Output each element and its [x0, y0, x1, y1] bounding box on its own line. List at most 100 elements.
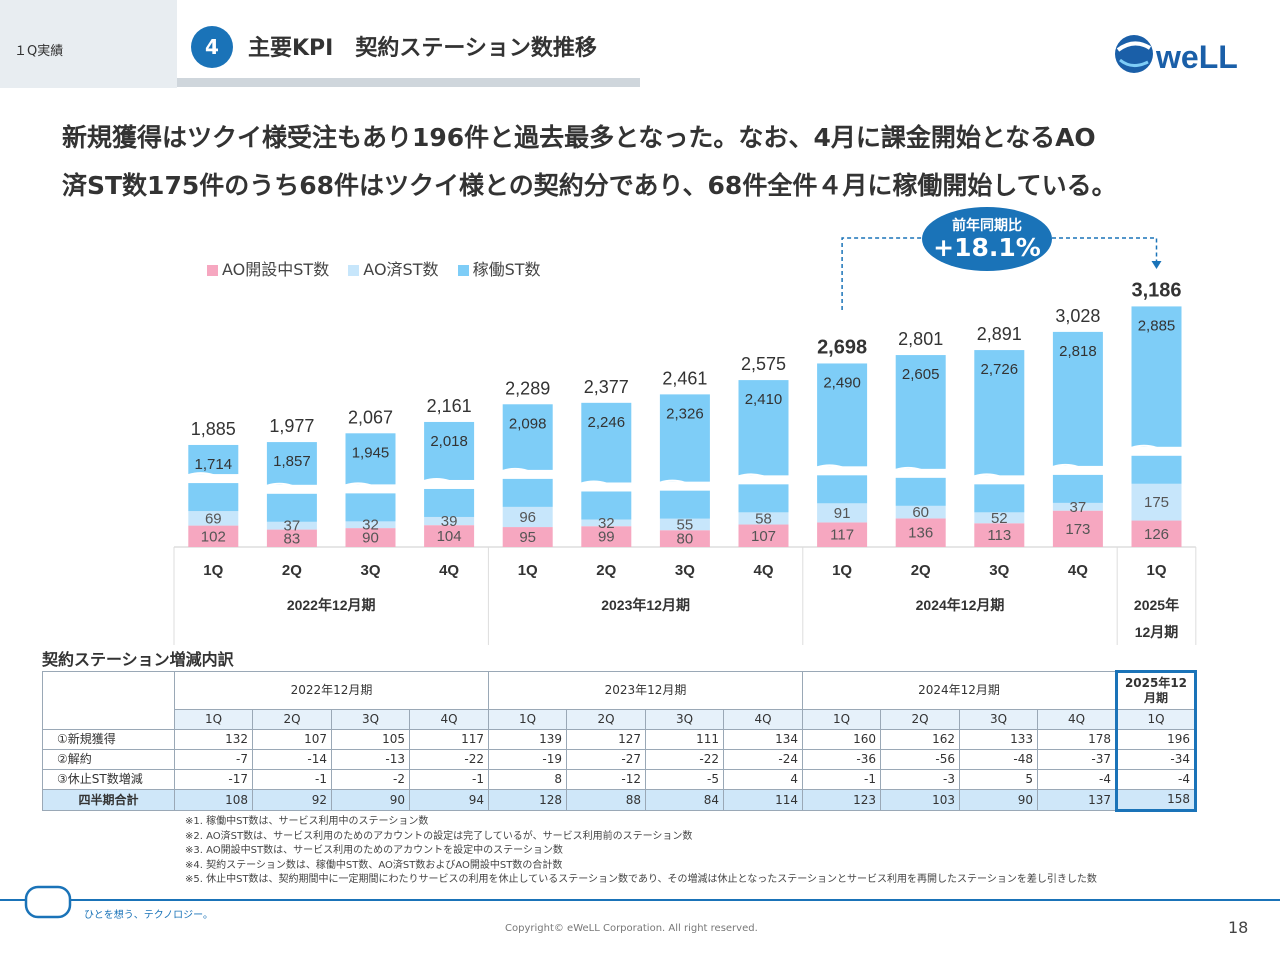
headline-line-2: 済ST数175件のうち68件はツクイ様との契約分であり、68件全件４月に稼働開始…	[62, 171, 1117, 200]
data-label-ao-done: 52	[991, 510, 1008, 527]
data-label-total: 3,028	[1055, 306, 1100, 326]
data-label-active: 2,326	[666, 405, 704, 422]
table-quarter-header: 1Q	[1115, 709, 1197, 730]
data-label-active: 2,726	[981, 361, 1019, 378]
bar-ao-setup	[1131, 520, 1182, 547]
page-number: 18	[1228, 918, 1249, 937]
table-cell: -13	[331, 749, 410, 770]
bar-ao-done	[345, 521, 396, 529]
table-quarter-header: 1Q	[802, 709, 881, 730]
table-cell: -19	[488, 749, 567, 770]
table-total-cell: 103	[880, 789, 960, 811]
legend-swatch-active	[457, 265, 469, 276]
data-label-ao-done: 96	[519, 509, 536, 526]
legend-label-ao-done: AO済ST数	[363, 260, 439, 279]
station-change-table: 2022年12月期 2023年12月期 2024年12月期 2025年12月期 1Q 2Q…	[42, 670, 1197, 812]
legend-swatch-ao-setup	[207, 265, 218, 276]
data-label-ao-done: 37	[284, 518, 301, 535]
bar-ao-done	[188, 511, 239, 526]
footnotes: ※1. 稼働中ST数は、サービス利用中のステーション数 ※2. AO済ST数は、サ…	[185, 815, 1097, 888]
data-label-active: 2,246	[588, 414, 626, 431]
table-row-label: ①新規獲得	[42, 729, 175, 750]
headline-line-1: 新規獲得はツクイ様受注もあり196件と過去最多となった。なお、4月に課金開始とな…	[62, 123, 1096, 152]
table-cell: 134	[723, 729, 803, 750]
logo-wordmark: weLL	[1155, 39, 1238, 75]
yoy-label: 前年同期比	[952, 218, 1022, 234]
yoy-connector-right	[1052, 237, 1158, 262]
bar-ao-done	[817, 503, 868, 523]
table-cell: -56	[880, 749, 960, 770]
table-cell: 5	[959, 769, 1038, 790]
table-total-cell: 92	[252, 789, 332, 811]
table-row: ③休止ST数増減 -17 -1 -2 -1 8 -12 -5 4 -1 -3 5 -4 -4	[42, 769, 1197, 790]
ewell-logo: weLL	[1115, 35, 1238, 75]
bar-ao-done	[659, 518, 710, 531]
bar-active-lower	[345, 493, 396, 522]
table-quarter-header: 4Q	[723, 709, 803, 730]
data-label-ao-setup: 95	[519, 529, 536, 546]
data-label-total: 2,801	[898, 329, 943, 349]
bar-active-upper	[895, 355, 946, 469]
yoy-value: +18.1%	[933, 233, 1041, 262]
data-label-ao-done: 37	[1070, 499, 1087, 516]
footnote: ※2. AO済ST数は、サービス利用のためのアカウントの設定は完了しているが、サ…	[185, 830, 693, 842]
table-cell: -4	[1037, 769, 1117, 790]
table-total-cell: 108	[174, 789, 253, 811]
data-label-active: 1,945	[352, 444, 390, 461]
bar-active-lower	[659, 490, 710, 519]
table-cell: 117	[409, 729, 489, 750]
x-tick-label: 3Q	[989, 562, 1009, 579]
data-label-active: 2,885	[1138, 317, 1176, 334]
x-tick-label: 1Q	[1146, 562, 1166, 579]
table-cell: -14	[252, 749, 332, 770]
table-cell: -12	[566, 769, 646, 790]
bar-active-upper	[502, 404, 553, 470]
data-label-ao-done: 55	[677, 516, 694, 533]
table-cell: -17	[174, 769, 253, 790]
bar-ao-done	[895, 505, 946, 519]
table-total-cell: 137	[1037, 789, 1117, 811]
axis-break-mark	[973, 473, 1025, 480]
bar-ao-setup	[502, 527, 553, 547]
table-quarter-header: 3Q	[645, 709, 724, 730]
data-label-ao-setup: 80	[677, 531, 694, 548]
table-cell: -22	[645, 749, 724, 770]
legend-item-ao-done: AO済ST数	[348, 256, 439, 280]
x-tick-label: 4Q	[1068, 562, 1088, 579]
footnote: ※5. 休止中ST数は、契約期間中に一定期間にわたりサービスの利用を休止している…	[185, 874, 1097, 885]
axis-break-mark	[423, 477, 475, 484]
data-label-ao-setup: 107	[751, 528, 776, 545]
table-cell: -27	[566, 749, 646, 770]
bar-active-lower	[502, 478, 553, 507]
table-cell: -1	[409, 769, 489, 790]
x-tick-label: 3Q	[675, 562, 695, 579]
x-tick-label: 1Q	[832, 562, 852, 579]
table-total-cell: 90	[959, 789, 1038, 811]
axis-break-mark	[266, 482, 318, 489]
data-label-ao-setup: 173	[1065, 521, 1090, 538]
table-cell: -36	[802, 749, 881, 770]
data-label-ao-done: 32	[598, 515, 615, 532]
table-period-header: 2025年12月期	[1115, 670, 1197, 710]
legend-item-ao-setup: AO開設中ST数	[207, 256, 329, 280]
bar-active-lower	[895, 477, 946, 506]
footer-line	[0, 899, 1280, 901]
data-label-ao-setup: 90	[362, 530, 379, 547]
bar-ao-done	[1131, 483, 1182, 521]
table-row: ②解約 -7 -14 -13 -22 -19 -27 -22 -24 -36 -56 -48 -37 -3…	[42, 749, 1197, 770]
axis-break-mark	[502, 467, 554, 474]
data-label-total: 3,186	[1131, 279, 1181, 301]
table-quarter-header: 2Q	[880, 709, 960, 730]
bar-active-lower	[1131, 455, 1182, 484]
data-label-ao-done: 60	[912, 504, 929, 521]
table-period-header: 2022年12月期	[174, 671, 489, 710]
table-quarter-header: 4Q	[1037, 709, 1117, 730]
table-cell: -5	[645, 769, 724, 790]
data-label-total: 2,698	[817, 336, 867, 358]
axis-break-mark	[738, 473, 789, 480]
table-quarter-header: 4Q	[409, 709, 489, 730]
bar-active-upper	[817, 363, 868, 467]
bar-ao-setup	[266, 529, 317, 547]
bar-ao-done	[1052, 502, 1103, 511]
data-label-ao-done: 39	[441, 513, 458, 530]
